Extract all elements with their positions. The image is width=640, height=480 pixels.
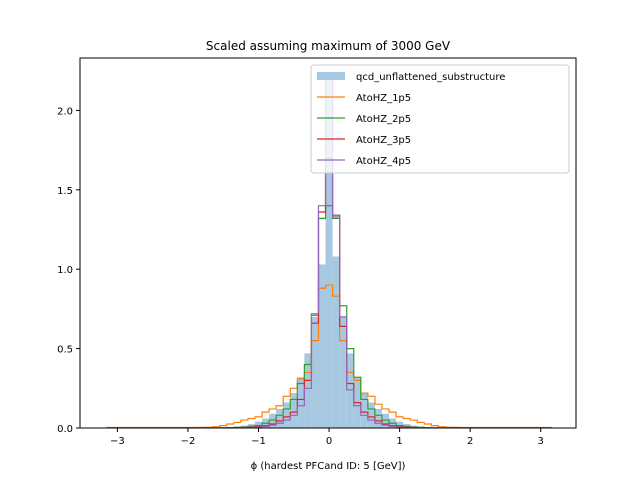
qcd-bar	[276, 408, 284, 428]
step-line-atohz_2p5	[106, 205, 552, 428]
x-tick-label: 1	[396, 436, 402, 447]
legend-label: AtoHZ_3p5	[356, 135, 411, 146]
x-tick-label: −2	[181, 436, 196, 447]
qcd-bar	[269, 413, 277, 428]
legend-label: qcd_unflattened_substructure	[356, 72, 505, 83]
y-axis: 0.0 0.5 1.0 1.5 2.0	[57, 106, 80, 435]
legend-swatch	[317, 72, 345, 80]
y-tick-label: 0.0	[57, 424, 73, 435]
legend-label: AtoHZ_1p5	[356, 93, 411, 104]
x-tick-label: 3	[538, 436, 544, 447]
qcd-bar	[367, 402, 375, 428]
axes-frame	[79, 57, 577, 429]
qcd-bar	[304, 353, 312, 428]
qcd-bar	[396, 421, 404, 428]
qcd-bar	[297, 377, 305, 428]
y-tick-label: 0.5	[57, 345, 73, 356]
qcd-bar	[311, 316, 319, 428]
qcd-bar	[254, 421, 263, 428]
qcd-bar	[381, 413, 390, 428]
x-tick-label: 0	[326, 436, 332, 447]
step-line-atohz_1p5	[106, 284, 552, 428]
qcd-bar	[346, 353, 354, 428]
legend-label: AtoHZ_2p5	[356, 114, 411, 125]
x-axis: −3 −2 −1 0 1 2 3	[110, 428, 544, 447]
qcd-bar	[360, 393, 368, 428]
x-axis-label: ϕ (hardest PFCand ID: 5 [GeV])	[251, 461, 406, 472]
legend-label: AtoHZ_4p5	[356, 156, 411, 167]
qcd-bar	[332, 256, 340, 428]
qcd-bar	[290, 393, 298, 428]
qcd-bar	[374, 408, 382, 428]
qcd-bar	[339, 316, 347, 428]
qcd-bar	[325, 78, 333, 428]
y-tick-label: 1.0	[57, 265, 73, 276]
chart-title: Scaled assuming maximum of 3000 GeV	[206, 39, 451, 53]
legend: qcd_unflattened_substructure AtoHZ_1p5 Ato…	[310, 64, 570, 174]
x-tick-label: −1	[251, 436, 266, 447]
qcd-bar	[318, 264, 326, 428]
x-tick-label: 2	[467, 436, 473, 447]
qcd-bars	[212, 78, 446, 428]
legend-box	[310, 64, 570, 174]
qcd-bar	[283, 402, 291, 428]
y-tick-label: 1.5	[57, 186, 73, 197]
y-tick-label: 2.0	[57, 106, 73, 117]
x-tick-label: −3	[110, 436, 125, 447]
